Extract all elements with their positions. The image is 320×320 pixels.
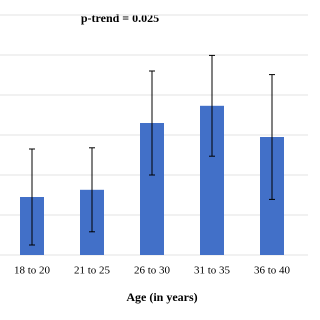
error-bar [89,147,95,233]
chart-title: p-trend = 0.025 [81,11,159,25]
x-tick-label: 21 to 25 [74,265,111,277]
x-tick-label: 31 to 35 [194,265,231,277]
x-tick-label: 18 to 20 [14,265,51,277]
x-tick-label: 26 to 30 [134,265,171,277]
x-axis-label: Age (in years) [126,290,197,304]
error-bar [29,148,35,246]
error-bar [269,74,275,200]
error-bar [149,70,155,176]
x-tick-label: 36 to 40 [254,265,291,277]
error-bar [209,54,215,157]
